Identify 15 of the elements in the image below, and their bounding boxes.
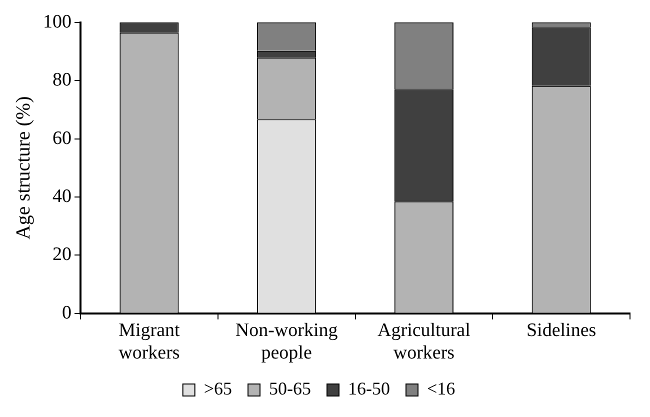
y-tick-label: 20 (52, 244, 72, 266)
y-tick-label: 100 (43, 11, 72, 32)
y-tick-label: 40 (52, 186, 72, 207)
y-axis-title: Age structure (%) (12, 96, 34, 240)
y-tick-label: 0 (62, 302, 72, 324)
legend-label: 16-50 (348, 378, 390, 399)
y-tick-label: 80 (52, 70, 72, 91)
legend-label: <16 (426, 378, 456, 399)
y-tick-label: 60 (52, 128, 72, 149)
x-tick-label: Sidelines (526, 320, 596, 341)
x-tick-label: Agricultural workers (378, 320, 470, 364)
legend-label: 50-65 (269, 378, 312, 399)
legend-label: >65 (204, 378, 232, 399)
x-tick-label: Migrant workers (118, 320, 181, 364)
x-tick-label: Non-working people (235, 320, 338, 364)
